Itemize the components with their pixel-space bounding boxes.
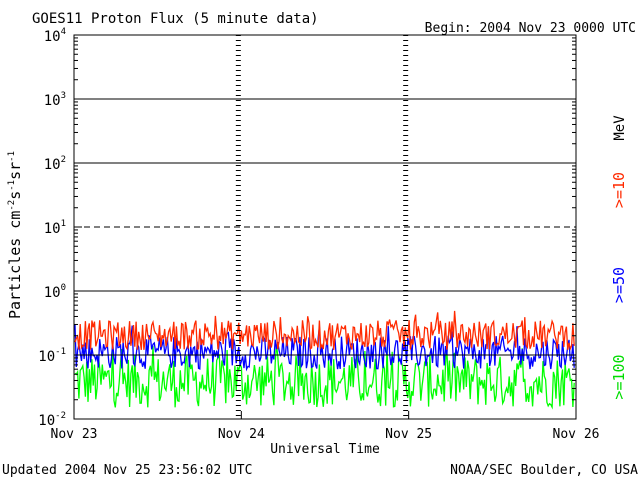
series-line-2 [74,344,575,410]
y-tick-label: 103 [44,91,66,109]
begin-label: Begin: 2004 Nov 23 0000 UTC [425,21,636,36]
series-layer [74,310,575,410]
updated-timestamp: Updated 2004 Nov 25 23:56:02 UTC [2,463,252,478]
x-axis-label: Universal Time [270,442,380,457]
chart-title: GOES11 Proton Flux (5 minute data) [32,11,319,27]
y-tick-label: 101 [44,219,66,237]
x-tick-label: Nov 25 [385,427,432,442]
y-tick-label: 102 [44,155,66,173]
x-tick-label: Nov 23 [51,427,98,442]
series-line-0 [74,310,575,351]
y-tick-label: 10-1 [38,347,66,365]
legend-series-ge10: >=10 [610,172,628,208]
legend-energy-unit: MeV [612,115,628,141]
legend-series-ge50: >=50 [610,267,628,303]
y-tick-label: 100 [44,283,66,301]
legend-series-ge100: >=100 [610,354,628,399]
series-line-1 [74,324,575,372]
x-tick-label: Nov 26 [553,427,600,442]
y-tick-label: 104 [44,27,66,45]
y-axis-label: Particles cm-2s-1sr-1 [6,151,24,319]
grid-layer [74,35,576,419]
y-tick-label: 10-2 [38,411,66,429]
source-credit: NOAA/SEC Boulder, CO USA [450,463,638,478]
x-tick-label: Nov 24 [218,427,265,442]
